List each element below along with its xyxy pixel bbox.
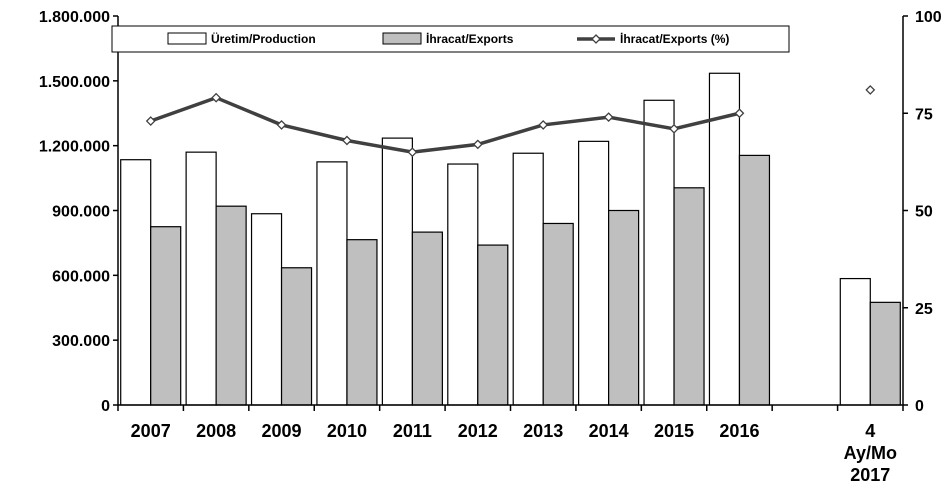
y-right-tick-label-1: 25: [915, 301, 933, 318]
point-exports-pct-7: [603, 112, 614, 123]
point-exports-pct-9: [734, 108, 745, 119]
bar-exports-5: [477, 244, 509, 406]
bar-exports-8: [673, 187, 705, 406]
bar-production-5: [447, 163, 479, 406]
bar-production-1: [185, 151, 217, 406]
point-exports-pct-6: [538, 120, 549, 130]
x-tick-label-7: 2014: [589, 421, 629, 441]
y-left-tick-label-5: 1.500.000: [39, 74, 110, 91]
bar-production-6: [512, 152, 544, 406]
x-tick-label-4: 2011: [393, 421, 432, 441]
bar-production-8: [643, 99, 675, 406]
point-exports-pct-0: [145, 116, 156, 126]
y-right-tick-label-4: 100: [915, 9, 942, 26]
point-exports-pct-2: [276, 120, 287, 130]
axes-layer: 0 300.000 600.000 900.000 1.200.000 1.500.000…: [39, 9, 942, 485]
bar-exports-1: [215, 205, 247, 406]
bar-production-2: [250, 213, 283, 406]
bar-exports-0: [150, 226, 182, 406]
legend-exports-label: İhracat/Exports: [426, 31, 514, 46]
point-exports-pct-4: [407, 147, 418, 158]
line-exports-pct-segment-0: [150, 95, 740, 154]
legend: Üretim/Production İhracat/Exports İhracat/…: [111, 25, 790, 53]
legend-exports-pct-swatch-marker: [591, 34, 601, 44]
legend-production-label: Üretim/Production: [211, 31, 316, 46]
x-tick-label-1: 2008: [196, 421, 236, 441]
y-right-tick-label-3: 75: [915, 106, 933, 123]
bar-production-11: [839, 277, 871, 406]
point-exports-pct-1: [211, 92, 222, 103]
x-tick-label-3: 2010: [327, 421, 367, 441]
x-tick-label-8: 2015: [654, 421, 694, 441]
bar-exports-9: [738, 154, 771, 406]
line-layer: [145, 84, 876, 158]
bar-production-9: [708, 72, 741, 406]
x-tick-label-0: 2007: [131, 421, 171, 441]
x-tick-label-9: 2016: [719, 421, 759, 441]
bar-production-0: [120, 159, 152, 406]
legend-box: [111, 25, 790, 53]
point-exports-pct-5: [472, 139, 483, 150]
point-exports-pct-3: [342, 135, 352, 146]
y-left-tick-label-3: 900.000: [52, 204, 110, 221]
point-exports-pct-11: [865, 84, 876, 95]
bars-layer: [120, 72, 901, 406]
bar-production-7: [578, 140, 610, 406]
legend-exports-swatch: [382, 32, 422, 45]
bar-production-4: [381, 137, 413, 406]
y-left-tick-label-2: 600.000: [52, 268, 110, 285]
y-left-tick-label-4: 1.200.000: [39, 139, 110, 156]
bar-exports-11: [869, 301, 901, 406]
bar-exports-4: [411, 231, 443, 406]
y-left-tick-label-6: 1.800.000: [39, 9, 110, 26]
y-left-tick-label-1: 300.000: [52, 333, 110, 350]
x-tick-label-5: 2012: [458, 421, 498, 441]
bar-exports-6: [542, 222, 574, 406]
y-right-tick-label-2: 50: [915, 204, 933, 221]
bar-exports-3: [346, 239, 378, 406]
y-right-tick-label-0: 0: [915, 398, 924, 415]
bar-exports-2: [280, 267, 313, 406]
legend-exports-pct-label: İhracat/Exports (%): [620, 31, 729, 46]
y-left-tick-label-0: 0: [101, 398, 110, 415]
x-tick-label-6: 2013: [523, 421, 563, 441]
bar-exports-7: [608, 209, 640, 406]
legend-production-swatch: [167, 32, 207, 45]
point-exports-pct-8: [669, 123, 679, 134]
x-tick-label-11: 4 Ay/Mo 2017: [844, 421, 897, 485]
bar-production-3: [316, 161, 348, 406]
x-tick-label-2: 2009: [262, 421, 302, 441]
